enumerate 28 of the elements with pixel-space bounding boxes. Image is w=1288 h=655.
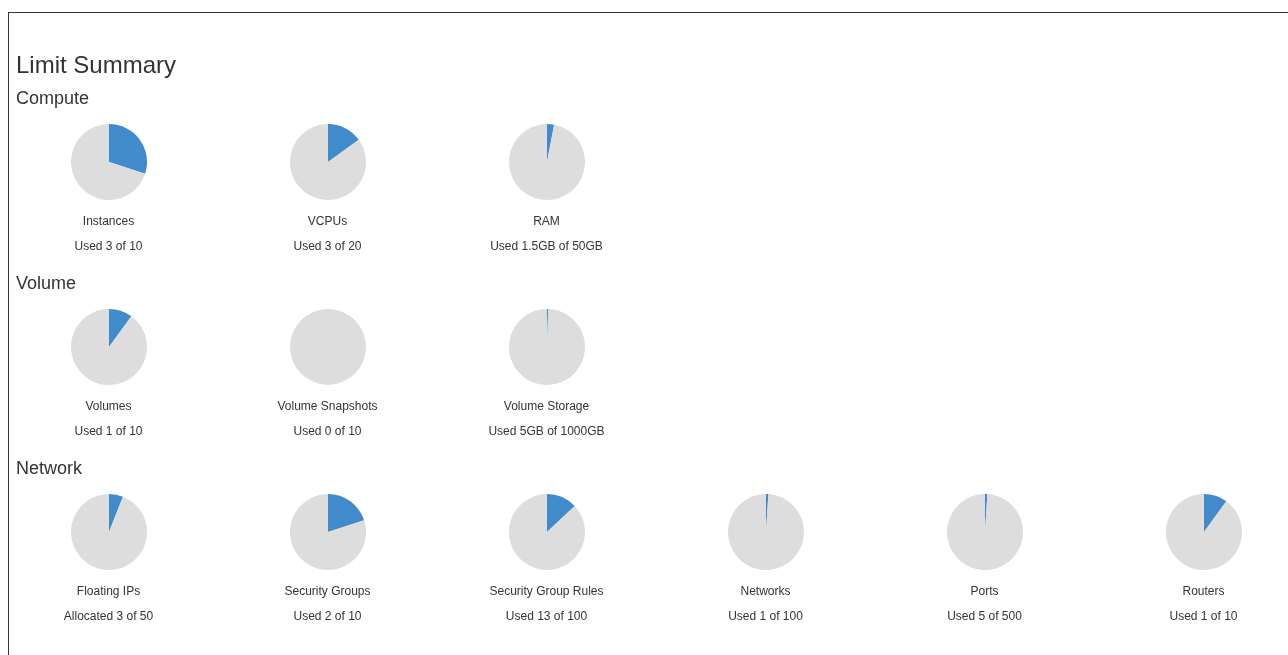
text: Volume xyxy=(16,272,78,294)
text: Used 5 of 500 xyxy=(946,609,1023,623)
text: Floating IPs xyxy=(75,584,142,598)
text: Volumes xyxy=(84,399,133,413)
text: Volume Snapshots xyxy=(276,399,379,413)
text: Security Groups xyxy=(283,584,372,598)
text: RAM xyxy=(532,214,561,228)
text: Used 13 of 100 xyxy=(504,609,589,623)
text: VCPUs xyxy=(306,214,349,228)
text: Used 3 of 20 xyxy=(292,239,363,253)
text: Used 2 of 10 xyxy=(292,609,363,623)
text: Used 3 of 10 xyxy=(73,239,144,253)
text: Networks xyxy=(739,584,792,598)
text: Used 1.5GB of 50GB xyxy=(489,239,604,253)
text: Network xyxy=(16,457,83,479)
text: Used 1 of 10 xyxy=(1168,609,1239,623)
text: Ports xyxy=(969,584,1000,598)
text: Allocated 3 of 50 xyxy=(62,609,155,623)
text: Security Group Rules xyxy=(488,584,605,598)
text: Routers xyxy=(1181,584,1226,598)
text: Used 5GB of 1000GB xyxy=(487,424,606,438)
text: Used 1 of 10 xyxy=(73,424,144,438)
text: Volume Storage xyxy=(502,399,591,413)
text: Instances xyxy=(81,214,136,228)
text: Used 0 of 10 xyxy=(292,424,363,438)
text: Compute xyxy=(16,87,91,109)
text: Used 1 of 100 xyxy=(727,609,804,623)
text: Limit Summary xyxy=(16,50,178,80)
